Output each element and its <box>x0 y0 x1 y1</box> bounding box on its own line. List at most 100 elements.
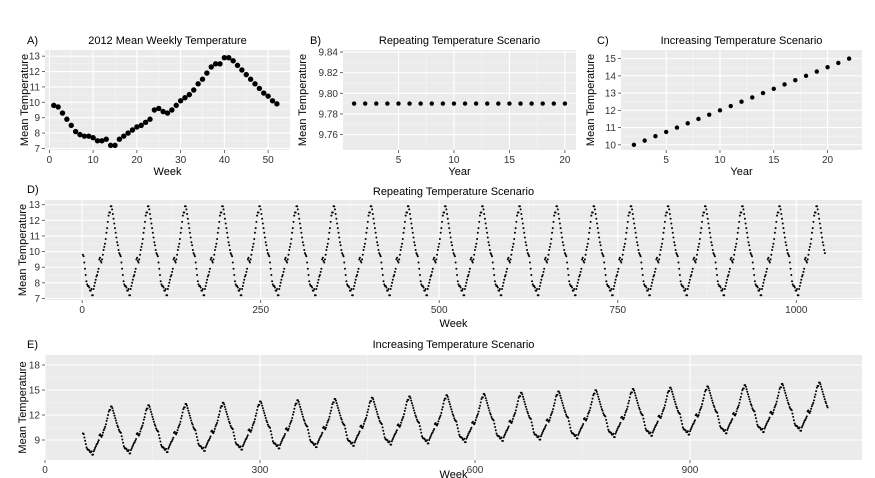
data-point <box>476 414 479 417</box>
data-point <box>162 286 165 289</box>
data-point <box>613 436 616 439</box>
data-point <box>615 431 618 434</box>
data-point <box>753 280 756 283</box>
data-point <box>136 432 139 435</box>
data-point <box>351 441 354 444</box>
data-point <box>739 99 744 104</box>
data-point <box>135 438 138 441</box>
data-point <box>653 428 656 431</box>
data-point <box>718 284 721 287</box>
data-point <box>520 213 523 216</box>
data-point <box>221 205 224 208</box>
data-point <box>681 426 684 429</box>
data-point <box>192 252 195 255</box>
data-point <box>784 241 787 244</box>
data-point <box>371 396 374 399</box>
data-point <box>121 438 124 441</box>
data-point <box>616 274 619 276</box>
data-point <box>454 261 457 264</box>
data-point <box>166 288 169 291</box>
data-point <box>107 214 110 217</box>
data-point <box>237 444 240 447</box>
data-point <box>153 423 156 426</box>
data-point <box>801 274 804 276</box>
data-point <box>696 253 699 256</box>
data-point <box>578 274 581 276</box>
data-point <box>380 261 383 264</box>
data-point <box>334 213 337 216</box>
data-point <box>243 275 246 278</box>
data-point <box>771 245 774 248</box>
data-point <box>589 220 592 223</box>
data-point <box>600 249 603 251</box>
data-point <box>169 107 175 113</box>
data-point <box>327 238 330 241</box>
data-point <box>431 270 434 273</box>
data-point <box>627 402 630 405</box>
data-point <box>208 437 211 440</box>
data-point <box>718 421 721 424</box>
data-point <box>167 284 170 287</box>
data-point <box>801 424 804 427</box>
data-point <box>669 386 672 389</box>
data-point <box>495 432 498 435</box>
data-point <box>760 294 763 297</box>
data-point <box>233 434 236 437</box>
data-point <box>190 421 193 424</box>
data-point <box>587 238 590 241</box>
data-point <box>96 274 99 276</box>
data-point <box>392 436 395 439</box>
data-point <box>510 422 513 425</box>
data-point <box>231 261 234 264</box>
data-point <box>432 429 435 432</box>
data-point <box>614 432 617 435</box>
data-point <box>751 407 754 410</box>
data-point <box>696 116 701 122</box>
data-point <box>194 429 197 432</box>
data-point <box>676 407 679 410</box>
data-point <box>762 431 765 434</box>
data-point <box>427 442 430 445</box>
y-tick-label: 12 <box>605 106 617 117</box>
data-point <box>471 259 474 262</box>
data-point <box>374 101 379 106</box>
data-point <box>704 205 707 208</box>
data-point <box>451 244 454 247</box>
data-point <box>400 421 403 424</box>
data-point <box>455 420 458 423</box>
data-point <box>405 400 408 403</box>
data-point <box>93 448 96 451</box>
data-point <box>399 249 402 251</box>
data-point <box>210 429 213 432</box>
data-point <box>228 420 231 423</box>
data-point <box>413 411 416 414</box>
data-point <box>243 278 246 281</box>
data-point <box>825 404 828 407</box>
data-point <box>624 411 627 414</box>
data-point <box>373 222 376 225</box>
data-point <box>732 412 735 415</box>
data-point <box>261 407 264 410</box>
data-point <box>767 256 770 259</box>
data-point <box>195 435 198 438</box>
data-point <box>336 227 339 230</box>
data-point <box>673 241 676 244</box>
data-point <box>93 284 96 287</box>
data-point <box>814 69 820 74</box>
data-point <box>195 432 198 435</box>
data-point <box>550 412 553 415</box>
data-point <box>617 267 620 270</box>
data-point <box>558 217 561 220</box>
data-point <box>605 418 608 421</box>
data-point <box>626 405 629 408</box>
data-point <box>763 427 766 430</box>
data-point <box>493 280 496 283</box>
data-point <box>338 241 341 244</box>
data-point <box>565 413 568 416</box>
data-point <box>170 440 173 443</box>
data-point <box>694 419 697 422</box>
data-point <box>746 231 749 234</box>
data-point <box>305 255 308 258</box>
data-point <box>507 101 512 106</box>
data-point <box>253 420 256 423</box>
